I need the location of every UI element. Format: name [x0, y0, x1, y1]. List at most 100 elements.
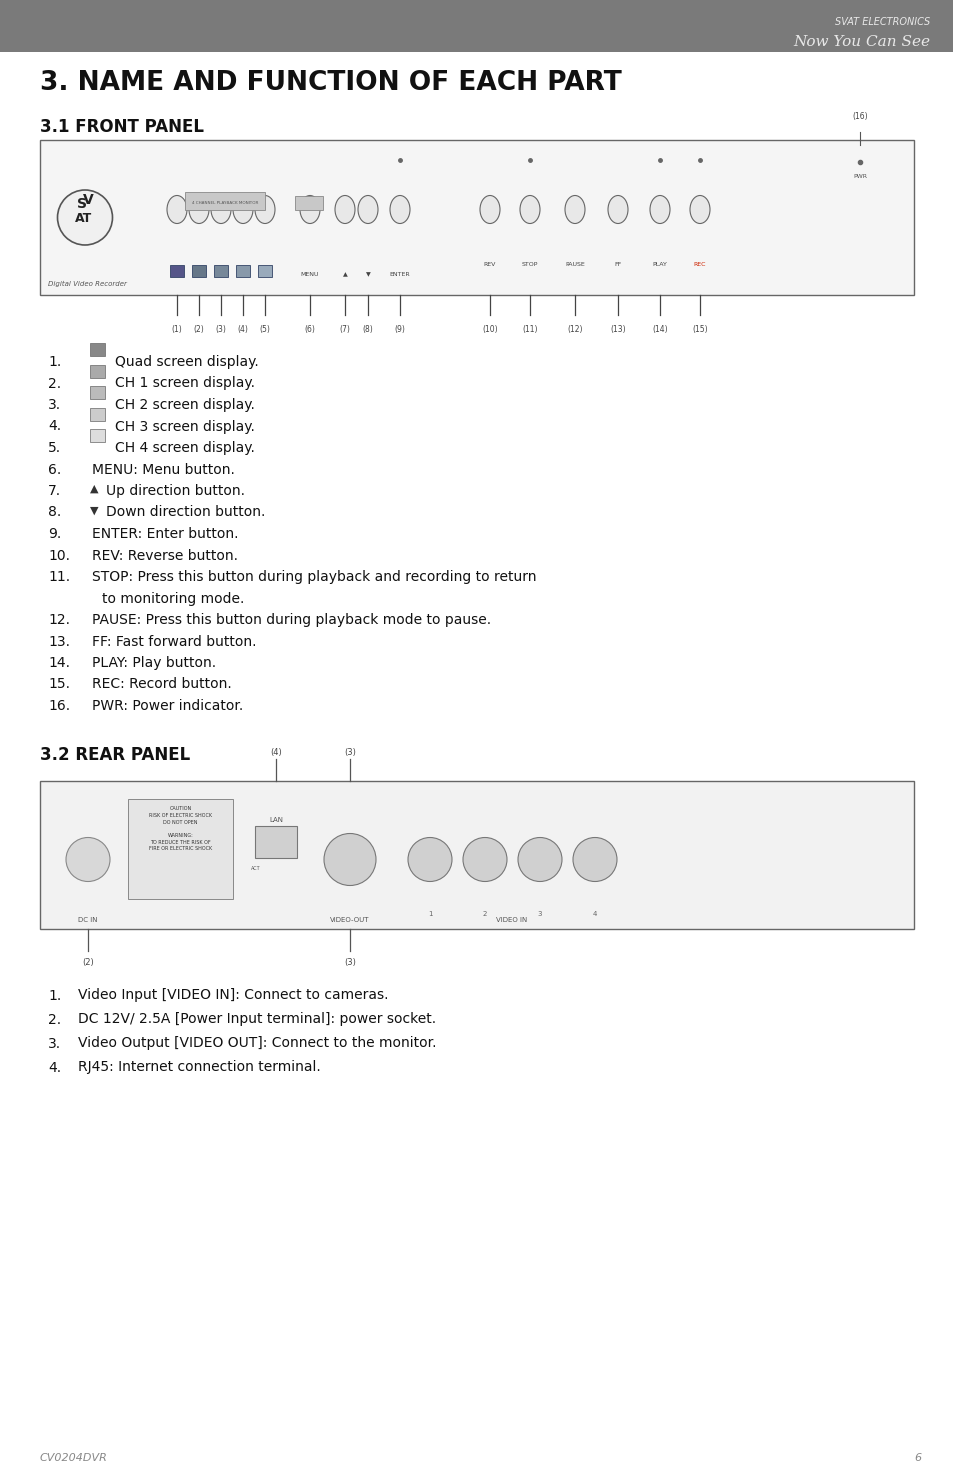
Circle shape [66, 838, 110, 882]
Text: PLAY: Play button.: PLAY: Play button. [91, 656, 216, 670]
Text: 1.: 1. [48, 988, 61, 1003]
Ellipse shape [57, 190, 112, 245]
Ellipse shape [189, 196, 209, 224]
Text: 13.: 13. [48, 634, 70, 649]
Text: (11): (11) [521, 324, 537, 333]
Circle shape [462, 838, 506, 882]
Bar [257, 266, 272, 277]
Text: 7.: 7. [48, 484, 61, 499]
Circle shape [573, 838, 617, 882]
Text: Video Output [VIDEO OUT]: Connect to the monitor.: Video Output [VIDEO OUT]: Connect to the… [78, 1037, 436, 1050]
Ellipse shape [233, 196, 253, 224]
Text: 12.: 12. [48, 614, 70, 627]
Text: (3): (3) [344, 959, 355, 968]
Text: 2.: 2. [48, 1012, 61, 1027]
Bar [185, 192, 265, 209]
Text: 15.: 15. [48, 677, 70, 692]
Text: ENTER: Enter button.: ENTER: Enter button. [91, 527, 238, 541]
Text: RJ45: Internet connection terminal.: RJ45: Internet connection terminal. [78, 1061, 320, 1074]
Ellipse shape [299, 196, 319, 224]
Text: (13): (13) [610, 324, 625, 333]
Text: (5): (5) [259, 324, 270, 333]
Text: (7): (7) [339, 324, 350, 333]
Text: ENTER: ENTER [389, 271, 410, 277]
Text: CH 2 screen display.: CH 2 screen display. [115, 398, 254, 412]
Text: (3): (3) [344, 748, 355, 758]
Text: DC IN: DC IN [78, 916, 97, 922]
Bar [90, 429, 105, 442]
Text: STOP: Press this button during playback and recording to return: STOP: Press this button during playback … [91, 569, 536, 584]
Text: (8): (8) [362, 324, 373, 333]
Bar [170, 266, 184, 277]
Text: 3: 3 [537, 910, 541, 916]
Text: to monitoring mode.: to monitoring mode. [102, 591, 244, 606]
Text: 3.1 FRONT PANEL: 3.1 FRONT PANEL [40, 118, 204, 136]
Text: 3. NAME AND FUNCTION OF EACH PART: 3. NAME AND FUNCTION OF EACH PART [40, 69, 621, 96]
Text: (4): (4) [237, 324, 248, 333]
Ellipse shape [479, 196, 499, 224]
Text: SVAT ELECTRONICS: SVAT ELECTRONICS [834, 18, 929, 27]
Text: 4.: 4. [48, 419, 61, 434]
Ellipse shape [564, 196, 584, 224]
Text: Down direction button.: Down direction button. [106, 506, 265, 519]
Circle shape [408, 838, 452, 882]
Ellipse shape [254, 196, 274, 224]
Text: 2: 2 [482, 910, 487, 916]
Text: 4.: 4. [48, 1061, 61, 1074]
Text: 4: 4 [592, 910, 597, 916]
Ellipse shape [607, 196, 627, 224]
Text: FF: FF [614, 263, 621, 267]
Text: ▲: ▲ [342, 271, 347, 277]
Text: LAN: LAN [269, 817, 283, 823]
Text: S: S [77, 198, 87, 211]
Text: REV: REV [483, 263, 496, 267]
Text: Video Input [VIDEO IN]: Connect to cameras.: Video Input [VIDEO IN]: Connect to camer… [78, 988, 388, 1003]
Text: Now You Can See: Now You Can See [792, 35, 929, 49]
Bar [40, 780, 913, 928]
Ellipse shape [519, 196, 539, 224]
Text: ▼: ▼ [365, 271, 370, 277]
Text: CAUTION
RISK OF ELECTRIC SHOCK
DO NOT OPEN

WARNING:
TO REDUCE THE RISK OF
FIRE : CAUTION RISK OF ELECTRIC SHOCK DO NOT OP… [149, 807, 212, 851]
Text: 11.: 11. [48, 569, 71, 584]
Text: VIDEO IN: VIDEO IN [496, 916, 527, 922]
Ellipse shape [390, 196, 410, 224]
Text: PLAY: PLAY [652, 263, 667, 267]
Text: MENU: MENU [300, 271, 319, 277]
Bar [90, 386, 105, 400]
Ellipse shape [211, 196, 231, 224]
Text: (16): (16) [851, 112, 867, 121]
Text: CH 4 screen display.: CH 4 screen display. [115, 441, 254, 454]
Bar [294, 196, 323, 209]
Text: (14): (14) [652, 324, 667, 333]
Text: ACT: ACT [251, 866, 260, 870]
Text: 14.: 14. [48, 656, 70, 670]
Text: CH 3 screen display.: CH 3 screen display. [115, 419, 254, 434]
Text: V: V [83, 193, 93, 208]
Circle shape [517, 838, 561, 882]
Bar [235, 266, 250, 277]
Bar [128, 798, 233, 898]
Text: PWR: Power indicator.: PWR: Power indicator. [91, 699, 243, 712]
Text: 1: 1 [427, 910, 432, 916]
Text: (15): (15) [692, 324, 707, 333]
Text: CH 1 screen display.: CH 1 screen display. [115, 376, 254, 391]
Bar [90, 364, 105, 378]
Text: CV0204DVR: CV0204DVR [40, 1453, 108, 1463]
Text: 3.: 3. [48, 1037, 61, 1050]
Text: 4 CHANNEL PLAYBACK MONITOR: 4 CHANNEL PLAYBACK MONITOR [192, 201, 258, 205]
Bar [254, 826, 296, 857]
Bar [40, 140, 913, 295]
Text: REC: Record button.: REC: Record button. [91, 677, 232, 692]
Text: 6: 6 [913, 1453, 921, 1463]
Text: Up direction button.: Up direction button. [106, 484, 245, 499]
Text: VIDEO-OUT: VIDEO-OUT [330, 916, 370, 922]
Text: DC 12V/ 2.5A [Power Input terminal]: power socket.: DC 12V/ 2.5A [Power Input terminal]: pow… [78, 1012, 436, 1027]
Text: 16.: 16. [48, 699, 71, 712]
Text: 9.: 9. [48, 527, 61, 541]
Text: FF: Fast forward button.: FF: Fast forward button. [91, 634, 256, 649]
Text: Quad screen display.: Quad screen display. [115, 355, 258, 369]
Text: REV: Reverse button.: REV: Reverse button. [91, 549, 237, 562]
Ellipse shape [167, 196, 187, 224]
Ellipse shape [689, 196, 709, 224]
Text: 3.: 3. [48, 398, 61, 412]
